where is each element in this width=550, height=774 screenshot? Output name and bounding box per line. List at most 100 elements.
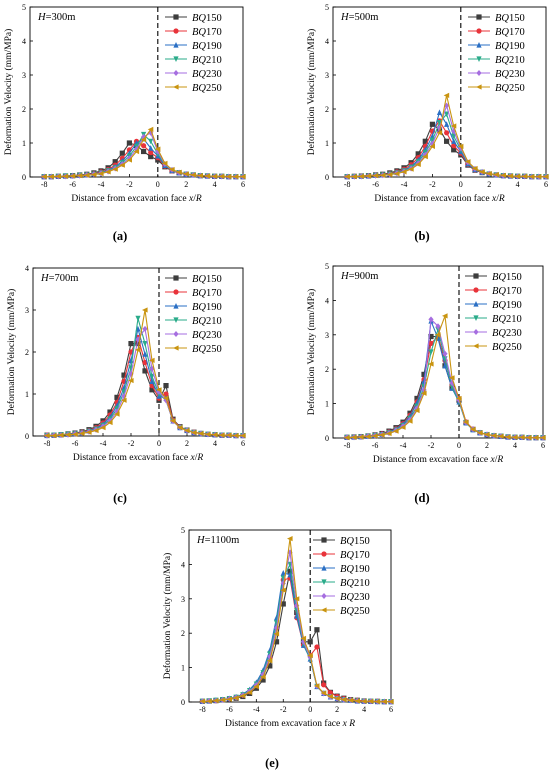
x-tick-label: 4: [516, 180, 520, 189]
data-point: [204, 173, 211, 179]
y-axis-title: Deformation Velocity (mm/MPa): [3, 29, 14, 155]
x-tick-label: 2: [184, 180, 188, 189]
data-point: [253, 683, 259, 690]
legend-item: BQ170: [468, 27, 525, 38]
series-BQ250: [344, 92, 549, 180]
data-point: [442, 362, 448, 369]
data-point: [512, 434, 518, 440]
data-point: [184, 427, 190, 434]
data-point: [358, 173, 364, 179]
y-tick-label: 2: [181, 629, 185, 638]
data-point: [457, 143, 464, 149]
data-point: [163, 391, 169, 397]
data-point: [183, 171, 189, 177]
data-point: [147, 126, 154, 132]
data-point: [83, 172, 90, 178]
data-point: [379, 172, 386, 178]
data-point: [191, 430, 197, 436]
panel-caption: (d): [414, 491, 429, 505]
legend-label: BQ230: [492, 328, 522, 339]
x-tick-label: 0: [459, 180, 463, 189]
series-BQ230: [41, 129, 246, 180]
series-BQ250: [44, 307, 246, 439]
x-axis-title: Distance from excavation face x/R: [73, 452, 204, 463]
x-tick-label: 4: [213, 180, 217, 189]
data-point: [498, 433, 504, 439]
legend-marker: [473, 287, 479, 293]
data-point: [351, 434, 357, 440]
x-tick-label: -6: [72, 439, 79, 448]
data-point: [313, 683, 320, 689]
legend-item: BQ150: [165, 274, 222, 285]
legend-marker: [173, 70, 179, 76]
legend-label: BQ250: [340, 606, 370, 617]
data-point: [429, 143, 435, 149]
data-point: [393, 428, 399, 434]
x-tick-label: -2: [280, 705, 287, 714]
y-tick-label: 1: [325, 139, 329, 148]
data-point: [505, 434, 511, 440]
data-point: [128, 341, 134, 347]
data-point: [456, 395, 462, 402]
data-point: [386, 172, 393, 178]
legend-label: BQ230: [340, 592, 370, 603]
data-point: [320, 690, 327, 696]
y-tick-label: 5: [325, 3, 329, 12]
data-point: [381, 699, 387, 705]
data-point: [449, 375, 455, 381]
data-point: [142, 351, 148, 357]
data-point: [62, 173, 69, 179]
data-point: [400, 424, 406, 430]
legend-marker: [321, 593, 327, 599]
series-BQ250: [199, 536, 394, 705]
legend-item: BQ230: [165, 69, 222, 80]
data-point: [435, 327, 441, 333]
data-point: [519, 434, 525, 440]
legend-label: BQ190: [192, 41, 222, 52]
x-axis-title: Distance from excavation face x R: [225, 718, 355, 729]
data-point: [293, 596, 300, 602]
data-point: [107, 417, 113, 424]
chart-panel-c: -8 -6 -4 -2 0 2 4 6 0 1 2 3 4 Distance from excavatio…: [6, 264, 246, 505]
data-point: [121, 372, 127, 378]
data-point: [365, 173, 372, 179]
x-tick-label: 6: [241, 439, 245, 448]
data-point: [51, 432, 57, 439]
x-tick-label: 2: [185, 439, 189, 448]
legend-marker: [321, 565, 327, 571]
data-point: [48, 174, 54, 180]
data-point: [55, 173, 61, 179]
x-tick-label: -8: [44, 439, 51, 448]
data-point: [436, 120, 443, 126]
data-point: [340, 696, 347, 703]
data-point: [121, 397, 127, 403]
legend-item: BQ190: [468, 41, 525, 52]
data-point: [386, 430, 392, 437]
data-point: [307, 639, 313, 645]
x-tick-label: 6: [241, 180, 245, 189]
x-tick-label: -6: [226, 705, 233, 714]
legend-label: BQ170: [340, 550, 370, 561]
data-point: [239, 693, 246, 699]
y-tick-label: 3: [325, 331, 329, 340]
y-tick-label: 3: [25, 306, 29, 315]
data-point: [44, 432, 50, 439]
data-point: [442, 350, 448, 357]
depth-label: H=700m: [40, 273, 78, 284]
depth-label: H=300m: [37, 12, 75, 23]
data-point: [443, 92, 450, 98]
data-point: [219, 432, 225, 438]
panel-caption: (b): [414, 229, 429, 243]
data-point: [177, 425, 183, 431]
x-tick-label: -8: [199, 705, 206, 714]
y-tick-label: 3: [181, 595, 185, 604]
data-point: [170, 418, 176, 424]
data-point: [65, 432, 71, 438]
legend-item: BQ170: [465, 286, 522, 297]
data-point: [514, 173, 521, 179]
data-point: [41, 174, 47, 180]
data-point: [280, 601, 286, 607]
data-point: [444, 121, 450, 127]
plot-frame: [29, 6, 244, 178]
data-point: [121, 393, 127, 400]
